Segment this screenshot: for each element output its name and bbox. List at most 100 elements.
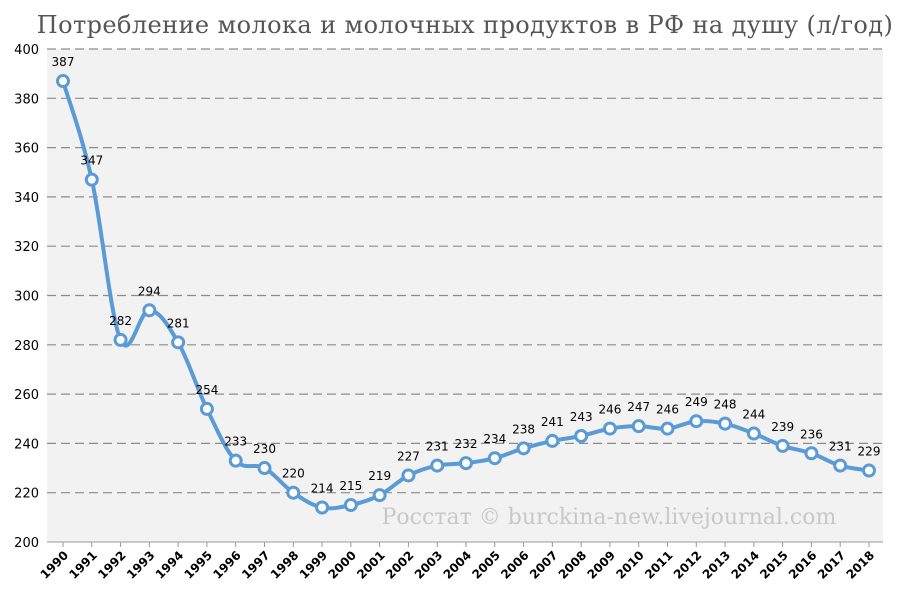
data-label: 232 — [455, 437, 478, 451]
data-point — [574, 429, 589, 444]
data-label: 215 — [339, 479, 362, 493]
data-point — [833, 458, 848, 473]
data-point — [199, 401, 214, 416]
data-markers — [56, 74, 876, 515]
x-tick-label: 2006 — [498, 548, 532, 582]
data-point — [171, 335, 186, 350]
data-point — [516, 441, 531, 456]
x-tick-label: 1992 — [95, 548, 129, 582]
x-tick-label: 2009 — [585, 548, 619, 582]
data-point — [545, 433, 560, 448]
data-point — [689, 414, 704, 429]
x-tick-label: 1993 — [124, 548, 158, 582]
data-label: 214 — [311, 481, 334, 495]
data-label: 282 — [109, 314, 132, 328]
y-tick-label: 360 — [14, 142, 39, 157]
data-label: 347 — [80, 154, 103, 168]
data-point — [631, 419, 646, 434]
data-point — [862, 463, 876, 478]
data-point — [56, 74, 70, 89]
chart-title: Потребление молока и молочных продуктов … — [37, 11, 893, 39]
x-tick-label: 1996 — [210, 548, 244, 582]
data-point — [142, 303, 157, 318]
data-label: 241 — [541, 415, 564, 429]
watermark: Росстат © burckina-new.livejournal.com — [382, 505, 837, 530]
x-tick-label: 1994 — [153, 548, 187, 582]
data-label: 236 — [800, 427, 823, 441]
data-label: 387 — [52, 55, 75, 69]
data-point — [775, 438, 790, 453]
x-tick-label: 2008 — [556, 548, 590, 582]
x-tick-label: 1995 — [182, 548, 216, 582]
data-label: 230 — [253, 442, 276, 456]
data-label: 294 — [138, 284, 161, 298]
data-point — [228, 453, 243, 468]
data-label: 219 — [368, 469, 391, 483]
y-tick-label: 220 — [14, 487, 39, 502]
x-tick-label: 2014 — [728, 548, 762, 582]
x-tick-label: 2011 — [642, 548, 676, 582]
x-tick-label: 1990 — [38, 548, 72, 582]
data-label: 227 — [397, 449, 420, 463]
data-point — [660, 421, 675, 436]
data-label: 239 — [771, 420, 794, 434]
data-label: 231 — [829, 440, 852, 454]
data-point — [718, 416, 733, 431]
data-label: 231 — [426, 440, 449, 454]
data-label: 243 — [570, 410, 593, 424]
y-axis: 200 220 240 260 280 300 320 340 360 380 400 — [14, 43, 39, 551]
y-tick-label: 280 — [14, 339, 39, 354]
y-tick-label: 200 — [14, 536, 39, 551]
y-tick-label: 340 — [14, 191, 39, 206]
data-point — [430, 458, 445, 473]
data-point — [343, 498, 358, 513]
data-label: 244 — [742, 408, 765, 422]
data-label: 246 — [598, 403, 621, 417]
x-tick-label: 2000 — [325, 548, 359, 582]
data-point — [315, 500, 330, 515]
x-tick-label: 2007 — [527, 548, 561, 582]
y-tick-label: 320 — [14, 240, 39, 255]
x-axis: 1990199119921993199419951996199719981999… — [38, 542, 878, 582]
x-tick-label: 1999 — [297, 548, 331, 582]
data-label: 281 — [167, 316, 190, 330]
x-tick-label: 2012 — [671, 548, 705, 582]
x-tick-label: 1997 — [239, 548, 273, 582]
data-point — [602, 421, 617, 436]
data-label: 238 — [512, 422, 535, 436]
data-labels: 387 347 282 294 281 254 233 230 220 214 215 219 227 2… — [52, 55, 881, 495]
x-tick-label: 2003 — [412, 548, 446, 582]
x-tick-label: 1991 — [66, 548, 100, 582]
data-label: 220 — [282, 467, 305, 481]
x-tick-label: 2002 — [383, 548, 417, 582]
data-label: 246 — [656, 403, 679, 417]
data-point — [257, 461, 272, 476]
x-tick-label: 2004 — [441, 548, 475, 582]
data-point — [459, 456, 473, 471]
x-tick-label: 2016 — [786, 548, 820, 582]
data-point — [746, 426, 761, 441]
data-point — [804, 446, 819, 461]
y-tick-label: 400 — [14, 43, 39, 58]
y-tick-label: 300 — [14, 290, 39, 305]
x-tick-label: 2001 — [354, 548, 388, 582]
data-point — [401, 468, 416, 483]
data-label: 248 — [714, 398, 737, 412]
x-tick-label: 2013 — [700, 548, 734, 582]
x-tick-label: 2017 — [815, 548, 849, 582]
data-point — [84, 172, 99, 187]
data-label: 254 — [195, 383, 218, 397]
data-point — [286, 485, 301, 500]
data-label: 234 — [483, 432, 506, 446]
y-tick-label: 240 — [14, 437, 39, 452]
data-label: 233 — [224, 435, 247, 449]
data-point — [487, 451, 502, 466]
data-point — [113, 332, 128, 347]
x-tick-label: 2010 — [613, 548, 647, 582]
y-tick-label: 380 — [14, 92, 39, 107]
y-tick-label: 260 — [14, 388, 39, 403]
data-label: 247 — [627, 400, 650, 414]
data-point — [372, 488, 387, 503]
x-tick-label: 2018 — [844, 548, 878, 582]
